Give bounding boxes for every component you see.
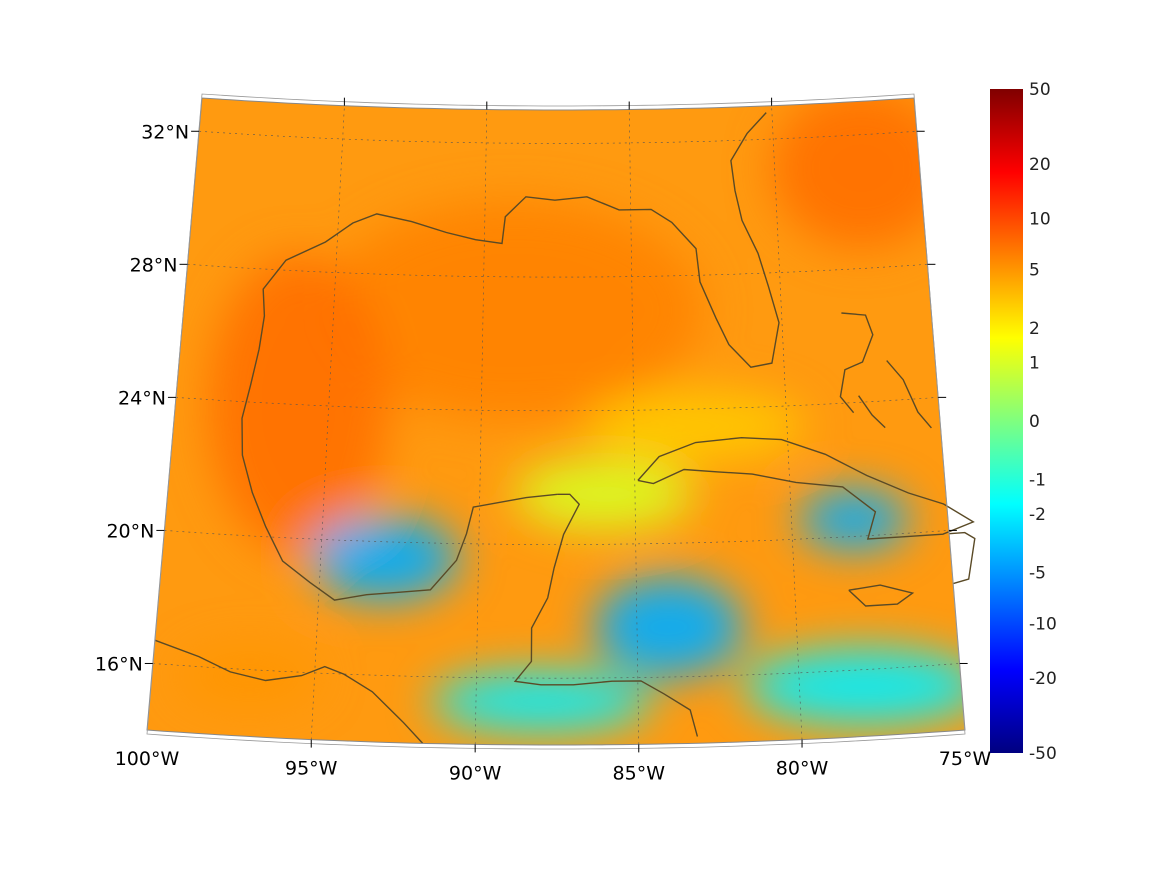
latitude-labels: 16°N 20°N 24°N 28°N 32°N bbox=[95, 121, 189, 675]
meridian-line bbox=[771, 105, 803, 740]
colorbar-tick-label: 20 bbox=[1029, 155, 1051, 175]
graticule bbox=[152, 105, 960, 745]
coastline bbox=[154, 112, 976, 744]
colorbar-tick-label: -5 bbox=[1029, 563, 1046, 583]
coastline-segment bbox=[154, 639, 424, 744]
field-region-western-caribbean bbox=[593, 576, 744, 677]
meridian-line bbox=[628, 109, 640, 745]
meridian-line bbox=[310, 105, 345, 740]
colorbar-tick-label: -50 bbox=[1029, 744, 1057, 764]
colorbar-bar bbox=[990, 89, 1023, 753]
map-frame bbox=[144, 93, 968, 753]
colorbar-tick-label: 5 bbox=[1029, 261, 1040, 281]
meridian-line bbox=[474, 109, 488, 745]
field-region-bay-of-campeche bbox=[308, 516, 459, 601]
field-region-western-gulf bbox=[208, 254, 389, 555]
parallel-line bbox=[164, 530, 949, 545]
coastline-segment bbox=[848, 584, 915, 607]
field-region-atlantic-northeast bbox=[771, 98, 952, 249]
lon-label: 80°W bbox=[776, 758, 829, 780]
lon-label: 90°W bbox=[449, 762, 502, 784]
parallel-line bbox=[152, 663, 960, 679]
field-region-northern-gulf bbox=[322, 200, 703, 421]
colorbar-tick-label: 0 bbox=[1029, 412, 1040, 432]
coastline-segment bbox=[858, 395, 886, 429]
coastline-segment bbox=[241, 112, 780, 601]
field-region-yucatan-channel bbox=[513, 459, 694, 530]
field-region-gulf-of-honduras bbox=[430, 671, 651, 732]
lon-label: 85°W bbox=[613, 762, 666, 784]
coastline-segment bbox=[637, 436, 975, 540]
lat-label: 32°N bbox=[141, 121, 189, 143]
coastline-segment bbox=[513, 493, 699, 737]
lat-label: 28°N bbox=[130, 254, 178, 276]
lat-label: 24°N bbox=[118, 387, 166, 409]
lat-label: 20°N bbox=[106, 520, 154, 542]
field-region-south-caribbean bbox=[744, 648, 965, 725]
lat-label: 16°N bbox=[95, 653, 143, 675]
parallel-line bbox=[175, 397, 939, 412]
colorbar-tick-label: 1 bbox=[1029, 353, 1040, 373]
colorbar-tick-label: 10 bbox=[1029, 210, 1051, 230]
longitude-labels: 100°W 95°W 90°W 85°W 80°W 75°W bbox=[115, 748, 992, 784]
field-region-florida-straits bbox=[585, 390, 806, 461]
colorbar-tick-label: 50 bbox=[1029, 80, 1051, 100]
map-field bbox=[147, 98, 965, 745]
coastline-segment bbox=[886, 360, 932, 429]
coastline-segment bbox=[839, 312, 874, 414]
lon-label: 95°W bbox=[285, 758, 338, 780]
lon-label: 75°W bbox=[939, 748, 992, 770]
coastline-segment bbox=[949, 531, 976, 585]
colorbar-tick-label: 2 bbox=[1029, 319, 1040, 339]
map-border-outer bbox=[146, 93, 966, 750]
colorbar-tick-label: -1 bbox=[1029, 471, 1046, 491]
lon-label: 100°W bbox=[115, 748, 180, 770]
field-region-south-cuba bbox=[799, 489, 910, 550]
colorbar-tick-label: -20 bbox=[1029, 669, 1057, 689]
colorbar-tick-label: -2 bbox=[1029, 505, 1046, 525]
colorbar-tick-label: -10 bbox=[1029, 614, 1057, 634]
